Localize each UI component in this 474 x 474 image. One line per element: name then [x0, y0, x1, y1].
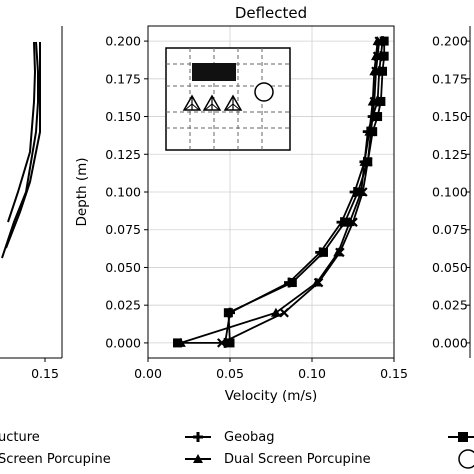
legend-label: Geobag — [224, 430, 275, 445]
x-ticks: 0.00 0.05 0.10 0.15 — [134, 358, 408, 381]
x-axis-label: Velocity (m/s) — [225, 388, 318, 404]
data-point — [284, 277, 295, 288]
right-panel-yticks: 0.200 0.175 0.150 0.125 0.100 0.075 0.050 0.025… — [432, 34, 470, 350]
y-tick-label: 0.200 — [105, 34, 141, 49]
left-panel-curve-3 — [7, 41, 37, 223]
y-tick-label: 0.075 — [105, 222, 141, 237]
legend-circle-marker — [458, 449, 474, 469]
inset-geobag-block — [192, 63, 236, 81]
x-stroke — [348, 217, 358, 227]
inset-circle — [254, 82, 274, 102]
inset-porcupine-1 — [182, 94, 202, 111]
data-point — [313, 277, 324, 288]
x-tick-label: 0.15 — [380, 366, 408, 381]
legend-triangle-marker — [193, 454, 203, 463]
data-point — [349, 187, 360, 197]
right-panel-ytick-label: 0.200 — [432, 34, 468, 49]
legend-item-right-bottom — [458, 449, 474, 469]
data-point — [372, 51, 383, 61]
data-point — [374, 36, 385, 46]
right-panel-ytick-label: 0.000 — [432, 335, 468, 350]
data-point — [175, 337, 186, 347]
x-stroke — [371, 66, 381, 77]
left-panel-xtick-label: 0.15 — [31, 366, 59, 381]
left-panel: 0.15 — [0, 26, 63, 381]
legend-item-left-bottom: Screen Porcupine — [0, 452, 111, 467]
right-panel-ytick-label: 0.075 — [432, 222, 468, 237]
series-layer — [173, 36, 389, 348]
y-tick-label: 0.175 — [105, 71, 141, 86]
series-4 — [217, 36, 385, 348]
x-stroke — [335, 247, 345, 258]
y-tick-label: 0.025 — [105, 298, 141, 313]
data-point — [315, 247, 326, 258]
data-point — [366, 126, 376, 137]
y-tick-label: 0.000 — [105, 335, 141, 350]
x-stroke — [369, 96, 380, 107]
data-point — [371, 66, 381, 77]
data-point — [362, 157, 373, 167]
legend-label: Dual Screen Porcupine — [224, 452, 371, 467]
legend-label: Screen Porcupine — [0, 452, 111, 467]
inset-porcupine-3 — [223, 94, 243, 111]
data-point — [225, 307, 235, 318]
left-panel-curve-1 — [1, 41, 39, 259]
right-panel-ytick-label: 0.150 — [432, 109, 468, 124]
y-tick-label: 0.150 — [105, 109, 141, 124]
data-point — [335, 247, 345, 258]
inset-porcupine-2 — [202, 94, 222, 111]
legend: ucture Screen Porcupine Geobag Dual Scre… — [0, 430, 474, 469]
x-tick-label: 0.05 — [216, 366, 244, 381]
right-panel-ytick-label: 0.050 — [432, 260, 468, 275]
y-tick-label: 0.125 — [105, 147, 141, 162]
x-stroke — [217, 338, 227, 348]
data-point — [173, 338, 183, 348]
right-panel-ytick-label: 0.175 — [432, 71, 468, 86]
legend-plus-marker — [193, 432, 203, 442]
y-ticks: 0.000 0.025 0.050 0.075 0.100 0.125 0.150 0.175… — [105, 34, 148, 350]
data-point — [358, 187, 368, 197]
x-stroke — [279, 307, 289, 318]
y-tick-label: 0.050 — [105, 260, 141, 275]
x-stroke — [372, 51, 383, 61]
left-panel-curve-2 — [5, 42, 41, 249]
data-point — [336, 217, 347, 228]
series-line — [221, 41, 381, 344]
legend-label: ucture — [0, 430, 40, 445]
legend-item-geobag: Geobag — [185, 430, 275, 445]
x-tick-label: 0.00 — [134, 366, 162, 381]
inset-sketch — [165, 47, 291, 151]
right-panel-ytick-label: 0.100 — [432, 185, 468, 200]
legend-item-right-top — [448, 432, 474, 442]
data-point — [217, 338, 227, 348]
legend-item-dual-screen-porcupine: Dual Screen Porcupine — [185, 452, 371, 467]
x-stroke — [374, 36, 385, 46]
legend-item-left-top: ucture — [0, 430, 40, 445]
right-panel: 0.200 0.175 0.150 0.125 0.100 0.075 0.050 0.025… — [432, 26, 471, 358]
x-stroke — [366, 126, 376, 137]
data-point — [348, 217, 358, 227]
legend-square-marker — [458, 432, 468, 442]
chart-title: Deflected — [235, 4, 307, 22]
data-point — [279, 307, 289, 318]
y-axis-label: Depth (m) — [74, 157, 90, 226]
y-tick-label: 0.100 — [105, 185, 141, 200]
x-stroke — [358, 187, 368, 197]
data-point — [369, 96, 380, 107]
right-panel-ytick-label: 0.125 — [432, 147, 468, 162]
right-panel-ytick-label: 0.025 — [432, 298, 468, 313]
main-panel: Deflected — [74, 4, 408, 404]
x-stroke — [313, 277, 324, 288]
x-tick-label: 0.10 — [298, 366, 326, 381]
x-stroke — [362, 157, 373, 167]
